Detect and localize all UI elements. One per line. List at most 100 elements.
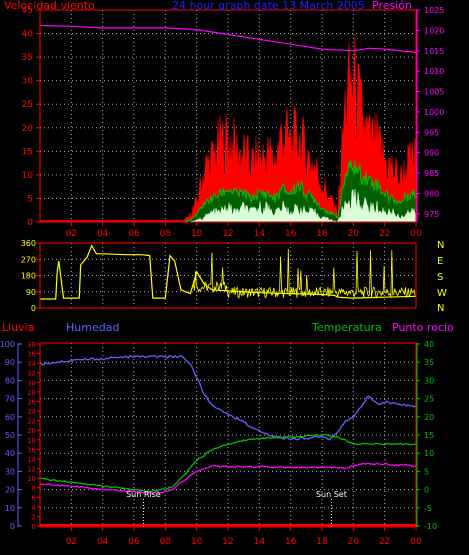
dewpoint-line bbox=[39, 462, 417, 495]
humidity-label: Humedad bbox=[66, 321, 119, 334]
wind-xtick-label-5: 12 bbox=[222, 229, 233, 239]
wind-ytick-label-1: 5 bbox=[27, 194, 33, 204]
hum-ytick-label-6: 12 bbox=[27, 466, 36, 474]
dir-ytick-label-2: 180 bbox=[21, 272, 36, 281]
wind-direction-variation bbox=[193, 248, 416, 300]
humidity-line bbox=[39, 354, 417, 441]
rain-ytick-label-3: 30 bbox=[5, 467, 15, 476]
hum-ytick-label-7: 14 bbox=[27, 456, 36, 464]
temperature-label: Temperatura bbox=[311, 321, 382, 334]
wind-ytick-label-4: 20 bbox=[22, 124, 34, 134]
temp-ytick-label-7: 25 bbox=[424, 395, 434, 404]
cardinal-3: W bbox=[437, 288, 447, 299]
hum-ytick-label-8: 16 bbox=[27, 446, 36, 454]
wind-xtick-label-2: 06 bbox=[128, 229, 140, 239]
temp-ytick-label-4: 10 bbox=[424, 449, 434, 458]
hum-ytick-label-9: 18 bbox=[27, 437, 36, 445]
hum-ytick-label-4: 8 bbox=[32, 485, 36, 493]
rain-ytick-label-8: 80 bbox=[5, 376, 15, 385]
wind-xtick-label-7: 16 bbox=[285, 229, 297, 239]
hum-ytick-label-14: 28 bbox=[27, 389, 36, 397]
hum-ytick-label-15: 30 bbox=[27, 379, 36, 387]
dir-ytick-label-1: 90 bbox=[26, 288, 36, 297]
hum-ytick-label-18: 36 bbox=[27, 351, 36, 359]
dewpoint-label: Punto rocío bbox=[392, 321, 454, 334]
temp-xtick-label-0: 02 bbox=[66, 537, 77, 547]
pressure-line bbox=[39, 24, 417, 53]
temp-xtick-label-10: 22 bbox=[379, 537, 390, 547]
wind-xtick-label-10: 22 bbox=[379, 229, 390, 239]
temp-ytick-label-1: -5 bbox=[424, 504, 432, 513]
wind-xtick-label-1: 04 bbox=[97, 229, 109, 239]
pressure-ytick-label-9: 1020 bbox=[424, 26, 444, 35]
dir-ytick-label-0: 0 bbox=[31, 304, 36, 313]
wind-ytick-label-7: 35 bbox=[22, 53, 33, 63]
chart-title: 24 hour graph date 13 March 2005 bbox=[172, 0, 365, 12]
wind-ytick-label-0: 0 bbox=[27, 218, 33, 228]
humidity-temperature-panel: Sun Rise Sun Set0102030405060708090100024… bbox=[0, 321, 454, 547]
temp-xtick-label-1: 04 bbox=[97, 537, 109, 547]
hum-ytick-label-10: 20 bbox=[27, 427, 36, 435]
temp-xtick-label-11: 00 bbox=[410, 537, 422, 547]
wind-ytick-label-6: 30 bbox=[22, 77, 34, 87]
hum-ytick-label-5: 10 bbox=[27, 475, 36, 483]
rain-ytick-label-1: 10 bbox=[5, 504, 15, 513]
temperature-line bbox=[39, 433, 417, 493]
temp-xtick-label-6: 14 bbox=[254, 537, 266, 547]
pressure-label: Presión bbox=[372, 0, 412, 12]
sunset-label: Sun Set bbox=[316, 490, 347, 499]
wind-direction-line bbox=[40, 244, 417, 300]
cardinal-4: N bbox=[437, 303, 444, 314]
wind-pressure-panel: 0510152025303540459759809859909951000100… bbox=[4, 0, 444, 239]
wind-ytick-label-2: 10 bbox=[22, 171, 34, 181]
rain-ytick-label-4: 40 bbox=[5, 449, 15, 458]
pressure-ytick-label-4: 995 bbox=[424, 128, 439, 137]
temp-ytick-label-9: 35 bbox=[424, 358, 434, 367]
temp-ytick-label-2: 0 bbox=[424, 486, 429, 495]
rain-ytick-label-2: 20 bbox=[5, 486, 15, 495]
dir-ytick-label-4: 360 bbox=[21, 239, 36, 248]
temp-ytick-label-0: -10 bbox=[424, 522, 437, 531]
sunrise-label: Sun Rise bbox=[126, 490, 161, 499]
temp-xtick-label-8: 18 bbox=[316, 537, 328, 547]
hum-ytick-label-12: 24 bbox=[27, 408, 36, 416]
hum-ytick-label-1: 2 bbox=[32, 513, 36, 521]
temp-ytick-label-6: 20 bbox=[424, 413, 434, 422]
hum-ytick-label-11: 22 bbox=[27, 418, 36, 426]
temp-xtick-label-4: 10 bbox=[191, 537, 203, 547]
temp-ytick-label-5: 15 bbox=[424, 431, 434, 440]
hum-ytick-label-17: 34 bbox=[27, 360, 36, 368]
rain-label: Lluvia bbox=[2, 321, 34, 334]
hum-ytick-label-0: 0 bbox=[32, 523, 36, 531]
rain-ytick-label-0: 0 bbox=[10, 522, 15, 531]
temp-ytick-label-10: 40 bbox=[424, 340, 434, 349]
pressure-ytick-label-2: 985 bbox=[424, 169, 439, 178]
pressure-ytick-label-1: 980 bbox=[424, 189, 439, 198]
wind-ytick-label-3: 15 bbox=[22, 147, 33, 157]
temp-ytick-label-3: 5 bbox=[424, 467, 429, 476]
temp-xtick-label-5: 12 bbox=[222, 537, 233, 547]
hum-ytick-label-16: 32 bbox=[27, 370, 36, 378]
hum-ytick-label-19: 38 bbox=[27, 341, 36, 349]
wind-xtick-label-11: 00 bbox=[410, 229, 422, 239]
pressure-ytick-label-5: 1000 bbox=[424, 108, 444, 117]
wind-xtick-label-6: 14 bbox=[254, 229, 266, 239]
rain-ytick-label-6: 60 bbox=[5, 413, 15, 422]
temp-xtick-label-7: 16 bbox=[285, 537, 297, 547]
temp-xtick-label-9: 20 bbox=[348, 537, 360, 547]
temp-ytick-label-8: 30 bbox=[424, 376, 434, 385]
wind-xtick-label-8: 18 bbox=[316, 229, 328, 239]
wind-xtick-label-3: 08 bbox=[160, 229, 172, 239]
pressure-ytick-label-7: 1010 bbox=[424, 67, 444, 76]
wind-ytick-label-9: 45 bbox=[22, 6, 33, 16]
pressure-ytick-label-8: 1015 bbox=[424, 47, 444, 56]
hum-ytick-label-13: 26 bbox=[27, 398, 36, 406]
cardinal-0: N bbox=[437, 240, 444, 251]
pressure-ytick-label-0: 975 bbox=[424, 210, 439, 219]
wind-speed-label: Velocidad viento bbox=[4, 0, 95, 12]
temp-xtick-label-2: 06 bbox=[128, 537, 140, 547]
pressure-ytick-label-10: 1025 bbox=[424, 6, 444, 15]
dir-ytick-label-3: 270 bbox=[21, 255, 36, 264]
